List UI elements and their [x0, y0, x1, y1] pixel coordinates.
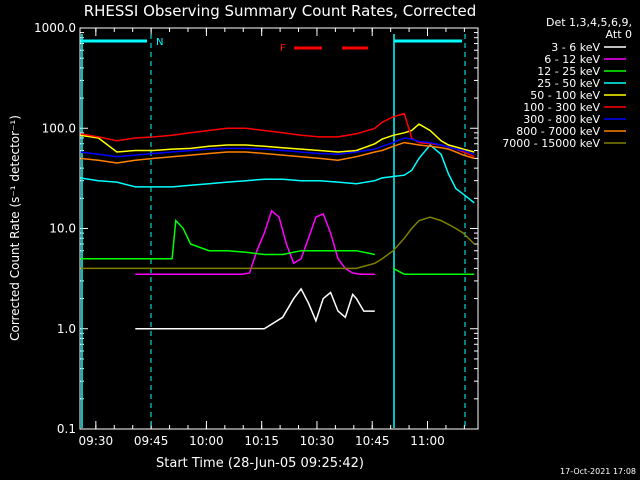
x-tick-label: 10:45 [355, 434, 390, 448]
series-line-12-25-kev [80, 218, 475, 275]
legend-header-line-1: Det 1,3,4,5,6,9, [546, 16, 632, 29]
x-tick-label: 10:30 [300, 434, 335, 448]
x-tick-label: 09:45 [134, 434, 169, 448]
legend-entry-label: 800 - 7000 keV [516, 125, 600, 138]
x-tick-label: 11:00 [410, 434, 445, 448]
y-axis-label: Corrected Count Rate (s⁻¹ detector⁻¹) [8, 115, 22, 341]
legend-entry-label: 25 - 50 keV [537, 77, 600, 90]
plot-frame [79, 27, 479, 430]
flare-marker-label: F [280, 43, 286, 54]
x-tick-label: 10:15 [244, 434, 279, 448]
annotation-layer: N F [80, 34, 466, 428]
series-line-25-50-kev [79, 143, 475, 204]
x-tick-label: 10:00 [189, 434, 224, 448]
x-axis: 09:30 09:45 10:00 10:15 10:30 10:45 11:00 [79, 28, 465, 448]
legend-entry-label: 300 - 800 keV [523, 113, 600, 126]
footer-date: 17-Oct-2021 17:08 [560, 467, 636, 476]
legend-entry-label: 12 - 25 keV [537, 65, 600, 78]
y-axis: 0.1 1.0 10.0 100.0 1000.0 [34, 21, 478, 436]
legend-entry-label: 50 - 100 keV [530, 89, 600, 102]
series-line-300-800-kev [79, 137, 475, 158]
series-line-50-100-kev [79, 123, 475, 153]
series-line-7000-15000-kev [80, 216, 475, 270]
legend-header-line-2: Att 0 [606, 28, 632, 41]
y-tick-label: 1000.0 [34, 21, 76, 35]
series-line-3-6-kev [135, 287, 375, 330]
night-marker-label: N [156, 37, 163, 48]
x-tick-label: 09:30 [79, 434, 114, 448]
legend-entry-label: 3 - 6 keV [551, 41, 600, 54]
y-tick-label: 1.0 [57, 322, 76, 336]
series-line-6-12-kev [135, 209, 375, 275]
legend-entry-label: 7000 - 15000 keV [502, 137, 600, 150]
y-tick-label: 100.0 [42, 121, 76, 135]
chart-title: RHESSI Observing Summary Count Rates, Co… [84, 2, 477, 20]
y-tick-label: 0.1 [57, 422, 76, 436]
series-line-800-7000-kev [79, 141, 475, 164]
series-layer [79, 112, 475, 330]
y-tick-label: 10.0 [49, 222, 76, 236]
legend-entry-label: 6 - 12 keV [544, 53, 600, 66]
legend-entry-label: 100 - 300 keV [523, 101, 600, 114]
x-axis-label: Start Time (28-Jun-05 09:25:42) [156, 456, 364, 471]
